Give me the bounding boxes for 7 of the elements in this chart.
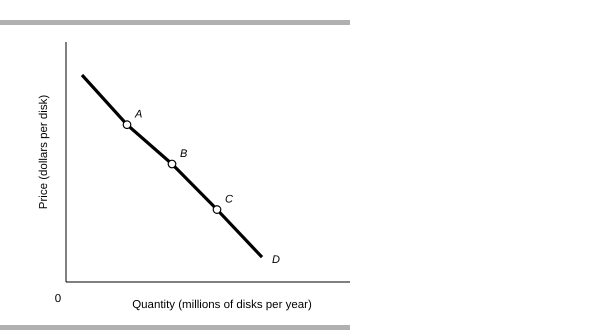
- annotation: C: [225, 194, 233, 206]
- annotation: A: [134, 108, 142, 121]
- annotation: D: [272, 254, 280, 266]
- x-axis-title: Quantity (millions of disks per year): [132, 299, 312, 311]
- y-axis-title: Price (dollars per disk): [38, 94, 50, 210]
- annotation: B: [180, 148, 188, 160]
- text: 0: [54, 293, 62, 305]
